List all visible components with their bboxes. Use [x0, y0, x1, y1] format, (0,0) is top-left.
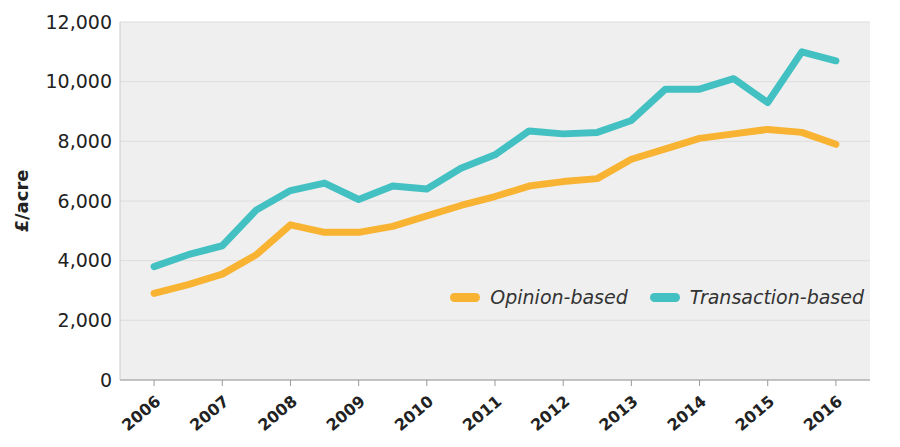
svg-text:4,000: 4,000 [58, 249, 112, 271]
svg-text:2011: 2011 [459, 392, 505, 435]
svg-text:2014: 2014 [664, 392, 710, 435]
svg-text:2008: 2008 [254, 392, 300, 435]
svg-text:10,000: 10,000 [46, 70, 112, 92]
svg-text:2009: 2009 [323, 392, 369, 435]
svg-text:2010: 2010 [391, 392, 437, 435]
svg-text:£/acre: £/acre [11, 170, 32, 233]
svg-text:2006: 2006 [118, 392, 164, 435]
svg-text:6,000: 6,000 [58, 190, 112, 212]
svg-text:0: 0 [100, 369, 112, 391]
svg-text:2015: 2015 [732, 392, 778, 435]
svg-text:2012: 2012 [527, 392, 573, 435]
svg-text:2013: 2013 [595, 392, 641, 435]
html-text:Opinion-based: Opinion-based [490, 286, 628, 308]
svg-text:8,000: 8,000 [58, 130, 112, 152]
html-text:Transaction-based: Transaction-based [689, 286, 864, 308]
svg-text:12,000: 12,000 [46, 11, 112, 33]
svg-text:2,000: 2,000 [58, 309, 112, 331]
svg-text:2016: 2016 [800, 392, 846, 435]
svg-text:2007: 2007 [186, 392, 232, 435]
